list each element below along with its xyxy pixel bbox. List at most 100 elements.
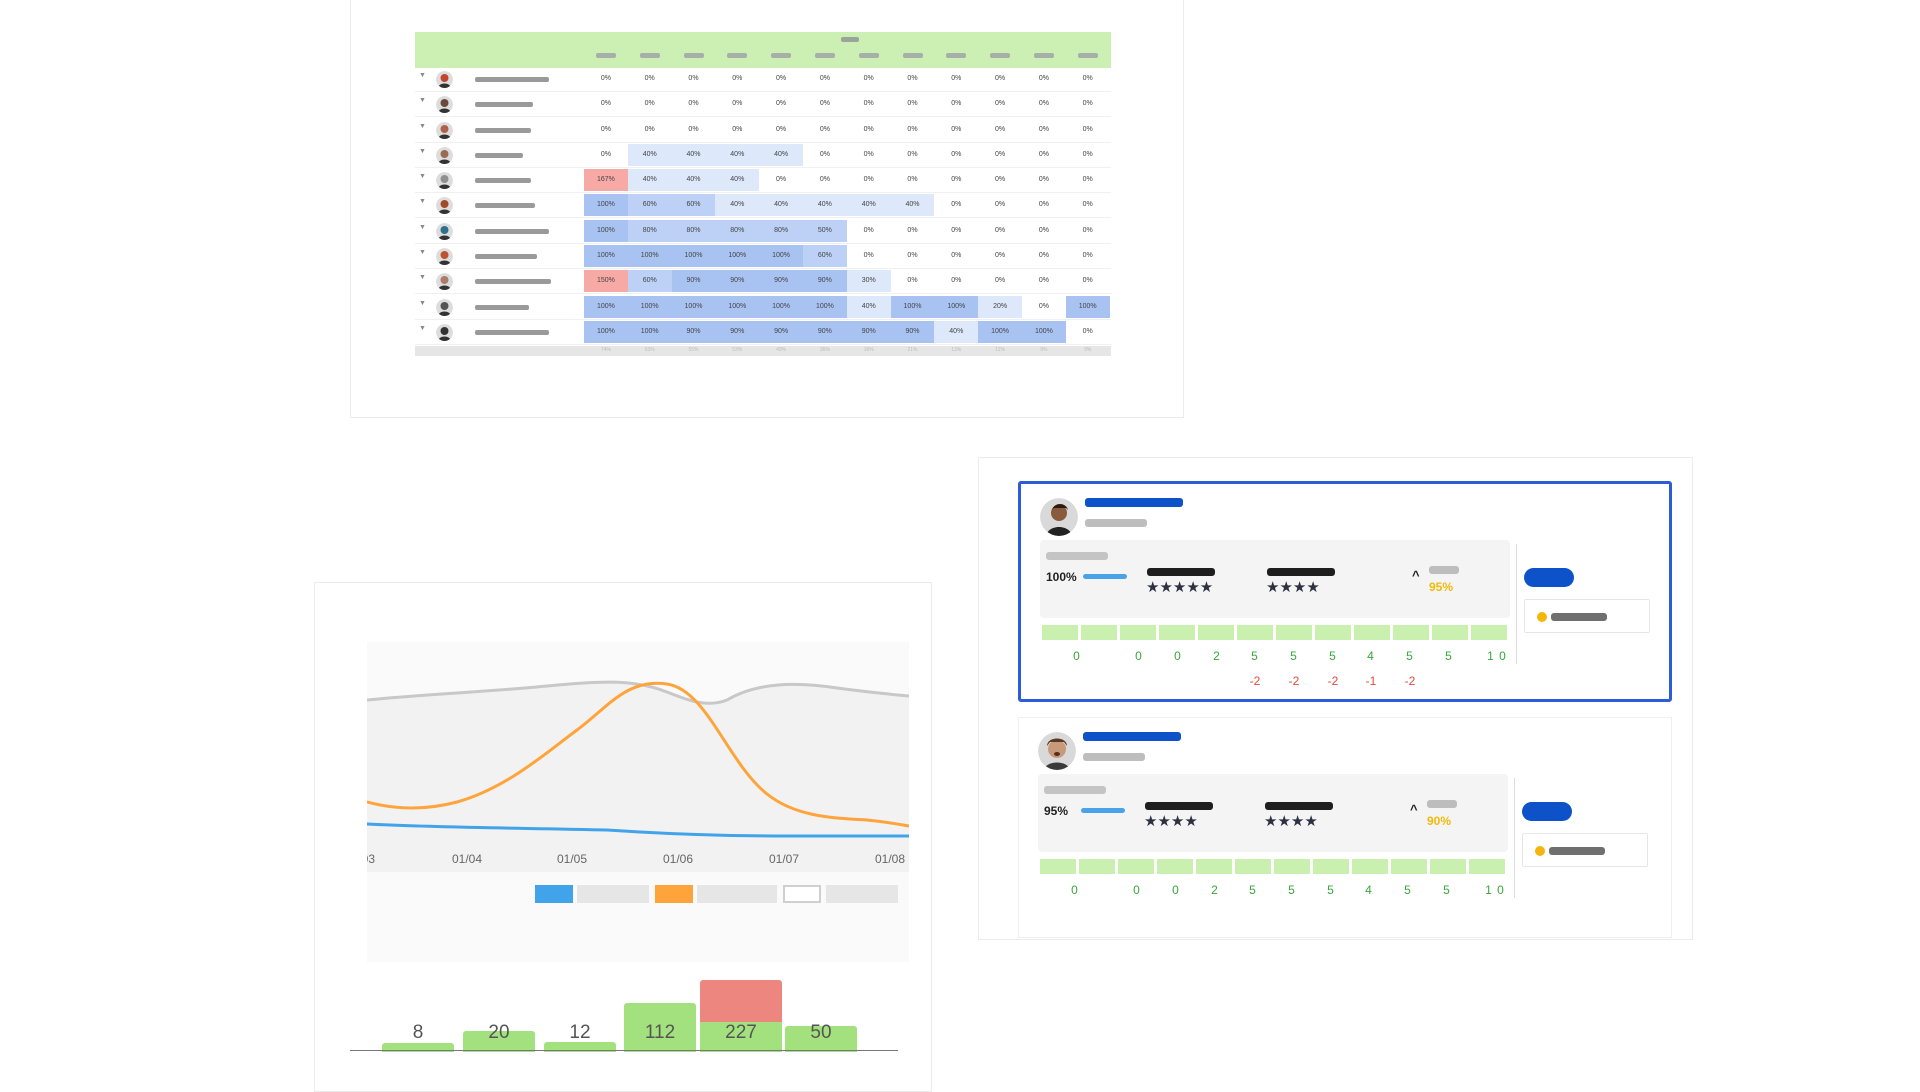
- employee-score-card-selected[interactable]: 100% ★★★★★ ★★★★ ^ 95% 0 0 0 2 5 5 5 4 5 5 1 0 -2 -2 -…: [1018, 481, 1672, 702]
- heatmap-cell[interactable]: 100%: [584, 194, 628, 217]
- heatmap-cell[interactable]: 100%: [627, 245, 672, 268]
- column-header-placeholder[interactable]: [727, 53, 748, 58]
- heatmap-cell[interactable]: 100%: [934, 295, 979, 318]
- heatmap-cell[interactable]: 80%: [759, 219, 803, 242]
- heatmap-cell[interactable]: 80%: [715, 219, 760, 242]
- heatmap-cell[interactable]: 0%: [951, 277, 962, 285]
- heatmap-cell[interactable]: 100%: [715, 245, 760, 268]
- heatmap-cell[interactable]: 0%: [863, 252, 874, 260]
- heatmap-cell[interactable]: 100%: [759, 245, 803, 268]
- heatmap-cell[interactable]: 0%: [863, 75, 874, 82]
- legend-swatch-blue[interactable]: [535, 885, 573, 903]
- column-header-placeholder[interactable]: [1077, 53, 1098, 58]
- heatmap-cell[interactable]: 90%: [759, 320, 803, 343]
- heatmap-cell[interactable]: 0%: [995, 252, 1006, 260]
- heatmap-cell[interactable]: 40%: [934, 320, 979, 343]
- bar-mark-overflow[interactable]: [700, 980, 782, 1022]
- heatmap-cell[interactable]: 100%: [671, 295, 716, 318]
- heatmap-cell[interactable]: 40%: [890, 194, 935, 217]
- heatmap-cell[interactable]: 0%: [1038, 150, 1049, 158]
- column-header-placeholder[interactable]: [990, 53, 1011, 58]
- heatmap-cell[interactable]: 0%: [863, 125, 874, 133]
- heatmap-cell[interactable]: 90%: [671, 320, 716, 343]
- column-header-placeholder[interactable]: [902, 53, 923, 58]
- heatmap-cell[interactable]: 0%: [863, 150, 874, 158]
- heatmap-cell[interactable]: 40%: [627, 169, 672, 192]
- heatmap-cell[interactable]: 90%: [715, 320, 760, 343]
- heatmap-cell[interactable]: 0%: [1082, 252, 1093, 260]
- heatmap-cell[interactable]: 0%: [995, 277, 1006, 285]
- heatmap-cell[interactable]: 0%: [688, 75, 699, 82]
- column-header-placeholder[interactable]: [815, 53, 835, 58]
- avatar[interactable]: [436, 172, 453, 190]
- heatmap-cell[interactable]: 0%: [776, 176, 787, 184]
- heatmap-cell[interactable]: 100%: [759, 295, 803, 318]
- action-pill-button[interactable]: [1524, 568, 1574, 587]
- heatmap-cell[interactable]: 0%: [600, 75, 611, 82]
- heatmap-cell[interactable]: 60%: [803, 245, 847, 268]
- heatmap-cell[interactable]: 0%: [1082, 125, 1093, 133]
- heatmap-cell[interactable]: 0%: [907, 100, 918, 108]
- heatmap-cell[interactable]: 0%: [951, 201, 962, 209]
- caret-up-icon[interactable]: ^: [1412, 568, 1420, 583]
- expand-chevron-icon[interactable]: ▼: [419, 249, 426, 257]
- heatmap-cell[interactable]: 0%: [1038, 302, 1049, 310]
- heatmap-cell[interactable]: 0%: [1082, 201, 1093, 209]
- heatmap-cell[interactable]: 0%: [819, 125, 830, 133]
- heatmap-cell[interactable]: 0%: [951, 226, 962, 234]
- heatmap-cell[interactable]: 60%: [627, 194, 672, 217]
- heatmap-cell[interactable]: 0%: [1038, 201, 1049, 209]
- expand-chevron-icon[interactable]: ▼: [419, 122, 426, 130]
- avatar[interactable]: [436, 71, 453, 88]
- table-row[interactable]: ▼ 100% 100% 100% 100% 100% 100% 40% 100% 100% 20% 0…: [415, 295, 1111, 320]
- expand-chevron-icon[interactable]: ▼: [419, 198, 426, 206]
- avatar[interactable]: [436, 121, 453, 139]
- heatmap-cell[interactable]: 0%: [951, 100, 962, 108]
- heatmap-cell[interactable]: 0%: [1082, 176, 1093, 184]
- column-header-placeholder[interactable]: [1034, 53, 1054, 58]
- heatmap-cell[interactable]: 100%: [803, 295, 847, 318]
- heatmap-cell[interactable]: 0%: [1038, 75, 1049, 82]
- status-dropdown[interactable]: [1524, 599, 1650, 633]
- avatar[interactable]: [436, 323, 453, 341]
- heatmap-cell[interactable]: 0%: [951, 75, 962, 82]
- heatmap-cell[interactable]: 100%: [584, 245, 628, 268]
- heatmap-cell[interactable]: 40%: [759, 143, 803, 166]
- heatmap-cell[interactable]: 0%: [863, 100, 874, 108]
- avatar[interactable]: [436, 248, 453, 266]
- table-row[interactable]: ▼ 0% 0% 0% 0% 0% 0% 0% 0% 0% 0% 0% 0%: [415, 68, 1111, 92]
- table-row[interactable]: ▼ 100% 100% 90% 90% 90% 90% 90% 90% 40% 100% 100% 0%: [415, 320, 1111, 345]
- heatmap-cell[interactable]: 100%: [584, 320, 628, 343]
- heatmap-cell[interactable]: 40%: [846, 295, 891, 318]
- heatmap-cell[interactable]: 0%: [1082, 100, 1093, 108]
- avatar[interactable]: [1038, 732, 1076, 770]
- heatmap-cell[interactable]: 0%: [951, 125, 962, 133]
- heatmap-cell[interactable]: 0%: [644, 125, 655, 133]
- bar-mark[interactable]: [624, 1003, 696, 1052]
- heatmap-cell[interactable]: 0%: [819, 100, 830, 108]
- avatar[interactable]: [436, 298, 453, 316]
- caret-up-icon[interactable]: ^: [1410, 802, 1418, 817]
- heatmap-cell[interactable]: 0%: [907, 150, 918, 158]
- table-row[interactable]: ▼ 150% 60% 90% 90% 90% 90% 30% 0% 0% 0% 0% 0%: [415, 270, 1111, 295]
- heatmap-cell[interactable]: 90%: [803, 320, 847, 343]
- heatmap-cell[interactable]: 90%: [890, 320, 935, 343]
- heatmap-cell[interactable]: 40%: [715, 194, 760, 217]
- heatmap-cell[interactable]: 0%: [863, 176, 874, 184]
- heatmap-cell[interactable]: 0%: [1082, 327, 1093, 335]
- status-dropdown[interactable]: [1522, 833, 1648, 867]
- avatar[interactable]: [1040, 498, 1078, 536]
- heatmap-cell[interactable]: 40%: [715, 143, 760, 166]
- heatmap-cell[interactable]: 80%: [671, 219, 716, 242]
- heatmap-cell[interactable]: 0%: [907, 176, 918, 184]
- heatmap-cell[interactable]: 0%: [995, 75, 1006, 82]
- heatmap-cell[interactable]: 100%: [978, 320, 1022, 343]
- table-row[interactable]: ▼ 167% 40% 40% 40% 0% 0% 0% 0% 0% 0% 0% 0%: [415, 169, 1111, 194]
- heatmap-cell[interactable]: 0%: [863, 226, 874, 234]
- expand-chevron-icon[interactable]: ▼: [419, 97, 426, 105]
- heatmap-cell[interactable]: 60%: [671, 194, 716, 217]
- bar-mark[interactable]: [785, 1026, 857, 1052]
- heatmap-cell[interactable]: 0%: [1038, 252, 1049, 260]
- heatmap-cell[interactable]: 90%: [759, 270, 803, 293]
- heatmap-cell[interactable]: 40%: [627, 143, 672, 166]
